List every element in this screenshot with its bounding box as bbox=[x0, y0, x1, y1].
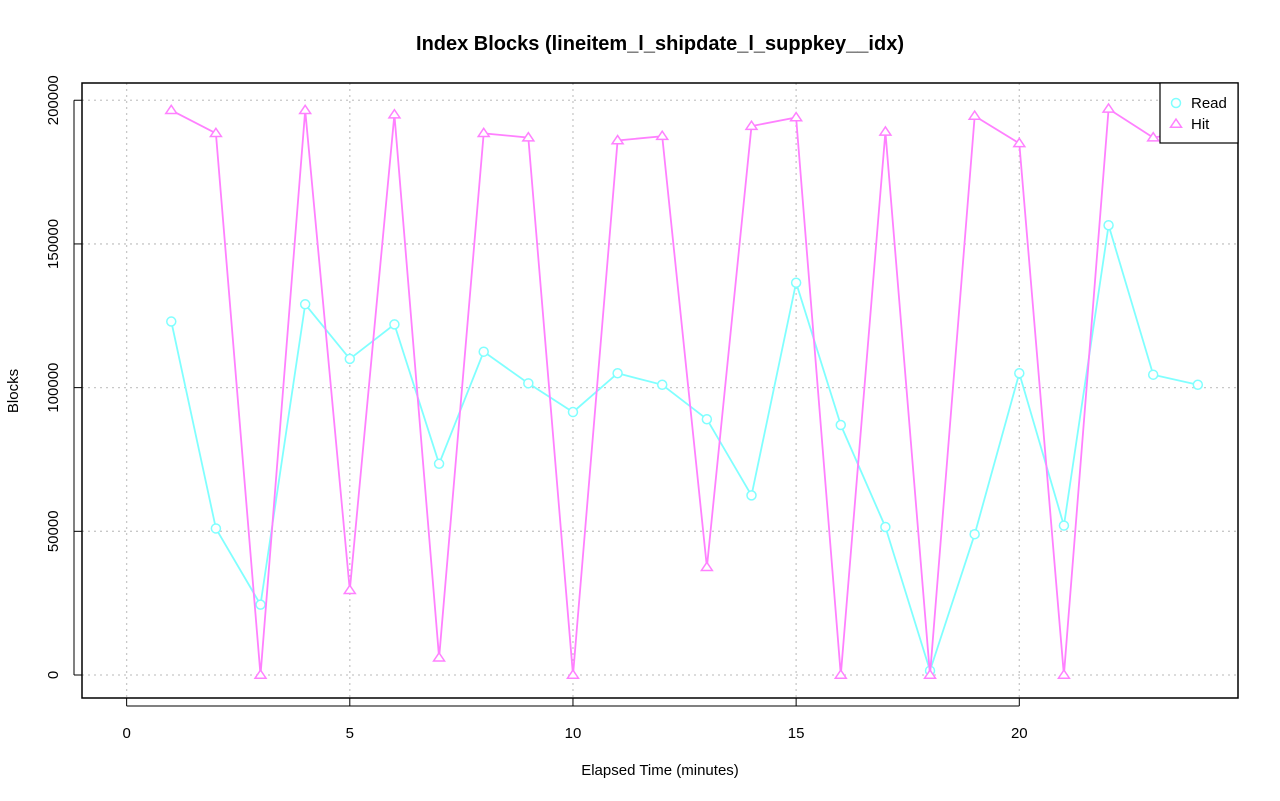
series-read-point bbox=[478, 346, 489, 357]
series-read-point bbox=[567, 406, 579, 418]
x-tick-label: 15 bbox=[788, 725, 805, 742]
series-hit-point bbox=[298, 104, 313, 115]
series-hit-point bbox=[1012, 137, 1027, 148]
x-tick-label: 20 bbox=[1011, 725, 1028, 742]
series-read-point bbox=[389, 319, 400, 330]
series-read-point bbox=[1192, 379, 1204, 391]
x-axis-label: Elapsed Time (minutes) bbox=[581, 762, 739, 779]
legend-read-marker bbox=[1170, 97, 1182, 109]
series-read-point bbox=[790, 277, 802, 288]
legend-box bbox=[1159, 82, 1239, 144]
series-read-point bbox=[701, 413, 713, 425]
series-read-point bbox=[880, 521, 891, 533]
series-hit-point bbox=[1057, 668, 1071, 679]
series-hit-line bbox=[170, 107, 1198, 676]
series-hit-point bbox=[878, 125, 893, 136]
series-read-point bbox=[969, 528, 980, 540]
y-tick-label: 100000 bbox=[45, 363, 62, 413]
series-hit-point bbox=[610, 134, 625, 145]
series-read bbox=[166, 220, 1204, 676]
series-layer bbox=[164, 102, 1205, 679]
series-hit-point bbox=[967, 109, 982, 121]
series-hit-point bbox=[833, 668, 848, 679]
series-hit-point bbox=[164, 104, 179, 115]
series-read-point bbox=[166, 316, 177, 327]
series-read-point bbox=[656, 379, 668, 391]
y-axis-label: Blocks bbox=[5, 369, 22, 413]
series-read-point bbox=[1058, 520, 1070, 531]
series-hit-point bbox=[566, 668, 580, 679]
series-hit-point bbox=[387, 108, 402, 119]
series-read-point bbox=[612, 368, 623, 379]
series-read-line bbox=[170, 225, 1198, 674]
chart-title: Index Blocks (lineitem_l_shipdate_l_supp… bbox=[416, 33, 904, 55]
series-hit-point bbox=[253, 668, 268, 679]
series-read-point bbox=[835, 419, 847, 431]
series-hit-point bbox=[744, 119, 759, 131]
series-read-point bbox=[344, 353, 356, 365]
series-read-point bbox=[1147, 369, 1159, 380]
series-read-point bbox=[210, 523, 222, 534]
plot-frame bbox=[81, 82, 1239, 699]
legend-hit-label: Hit bbox=[1191, 116, 1210, 133]
series-hit-point bbox=[1101, 102, 1116, 113]
series-hit-point bbox=[789, 111, 804, 122]
series-hit-point bbox=[923, 668, 937, 679]
y-tick-label: 50000 bbox=[45, 510, 62, 552]
series-hit-point bbox=[1146, 131, 1161, 142]
series-read-point bbox=[523, 378, 534, 389]
x-tick-label: 0 bbox=[122, 725, 130, 742]
series-hit-point bbox=[521, 131, 536, 142]
x-tick-label: 10 bbox=[565, 725, 582, 742]
series-read-point bbox=[299, 299, 311, 310]
y-tick-label: 0 bbox=[45, 671, 62, 679]
y-tick-label: 150000 bbox=[45, 219, 62, 269]
series-hit bbox=[164, 102, 1205, 679]
series-hit-point bbox=[476, 126, 491, 138]
series-read-point bbox=[1103, 220, 1114, 231]
series-read-point bbox=[433, 458, 445, 470]
series-hit-point bbox=[342, 583, 357, 595]
x-tick-label: 5 bbox=[346, 725, 354, 742]
series-hit-point bbox=[208, 126, 223, 138]
x-axis: 0 5 10 15 20 bbox=[122, 698, 1028, 742]
legend-hit-marker bbox=[1169, 117, 1183, 128]
series-hit-point bbox=[432, 651, 446, 662]
series-read-point bbox=[746, 490, 757, 501]
series-read-point bbox=[1014, 368, 1025, 379]
y-tick-label: 200000 bbox=[45, 75, 62, 125]
series-hit-point bbox=[699, 560, 714, 572]
series-hit-point bbox=[655, 129, 670, 141]
series-read-point bbox=[255, 599, 266, 610]
legend: Read Hit bbox=[1159, 82, 1239, 144]
y-axis: 0 50000 100000 150000 200000 bbox=[45, 75, 82, 679]
legend-read-label: Read bbox=[1191, 95, 1227, 112]
